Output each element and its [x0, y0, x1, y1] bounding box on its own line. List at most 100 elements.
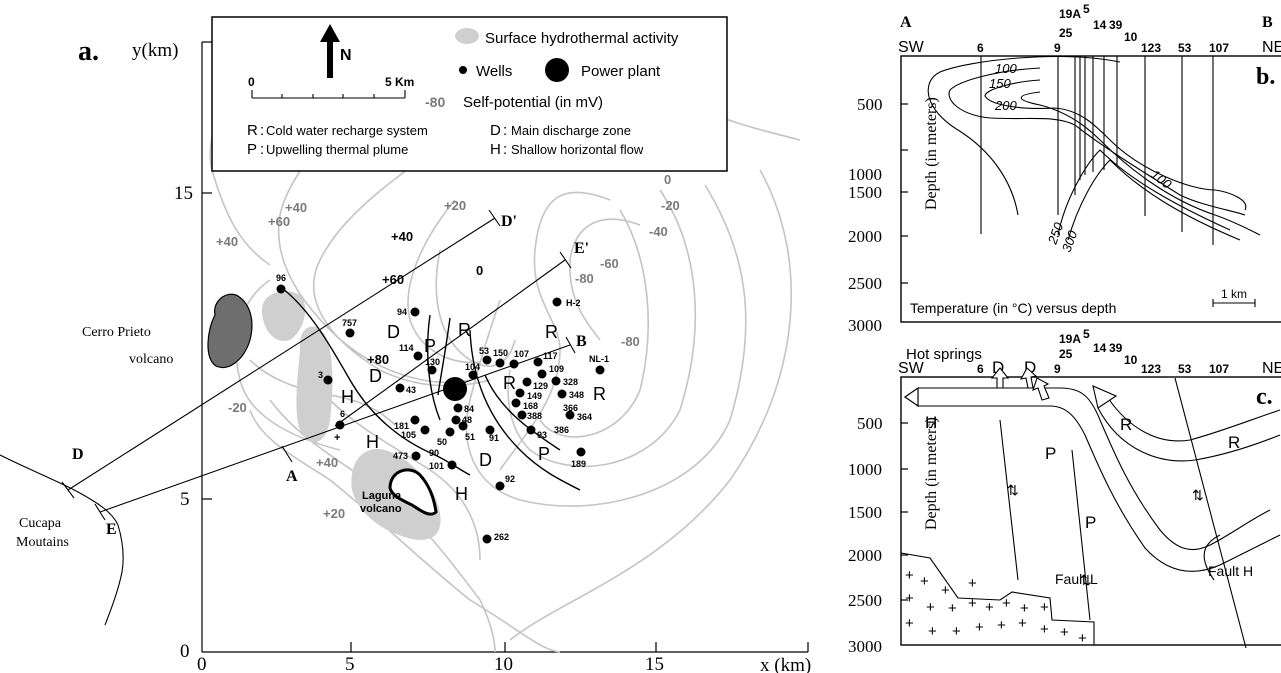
cerro-prieto-label: volcano: [129, 352, 173, 367]
plume-channel-upper: [918, 387, 1271, 550]
well-label: 48: [462, 415, 472, 425]
contour-label: -80: [575, 271, 594, 286]
contour-line: [569, 218, 641, 341]
svg-text:+: +: [952, 623, 961, 640]
well-top-label: 107: [1209, 362, 1229, 376]
svg-text:+: +: [1020, 600, 1029, 617]
x-tick-label-0: 0: [197, 654, 207, 673]
well-label: 43: [406, 385, 416, 395]
contour-label: +20: [323, 506, 345, 521]
y-tick-label: 2500: [848, 591, 882, 610]
contour-label: -40: [649, 224, 668, 239]
legend-hydro: Surface hydrothermal activity: [485, 30, 679, 47]
well-top-label: 9: [1054, 362, 1061, 376]
well-label: 84: [464, 404, 474, 414]
isotherm-label: 150: [989, 76, 1011, 91]
legend-d-key: D: [490, 122, 501, 139]
well-label: 94: [397, 307, 407, 317]
panel-c-y-axis-label: Depth (in meters): [923, 417, 940, 530]
y-tick-label: 2000: [848, 546, 882, 565]
well-dot: [595, 365, 605, 375]
well-dot: [413, 351, 423, 361]
well-top-label: 14: [1093, 18, 1107, 32]
flow-zone-label: H: [366, 432, 379, 452]
well-dot: [445, 427, 455, 437]
well-label: 101: [429, 461, 444, 471]
ne-label: NE: [1262, 360, 1281, 377]
well-label: 388: [527, 411, 542, 421]
contour-label: +40: [391, 229, 413, 244]
legend-p-key: P: [247, 141, 257, 158]
svg-text:+: +: [941, 582, 950, 599]
flow-boundary: [484, 374, 561, 451]
contour-label: 0: [664, 172, 671, 187]
y-tick-label: 2500: [848, 274, 882, 293]
fault-motion-icon: ⇅: [1007, 482, 1019, 498]
contour-line: [465, 184, 747, 507]
well-top-label: 10: [1124, 30, 1138, 44]
well-label: 181: [394, 421, 409, 431]
well-dot: [276, 284, 286, 294]
well-label: 150: [493, 348, 508, 358]
x-tick-label-5: 5: [345, 654, 355, 673]
well-label: 149: [527, 391, 542, 401]
svg-text:+: +: [928, 623, 937, 640]
well-label: 50: [437, 437, 447, 447]
panel-b-y-axis-label: Depth (in meters): [923, 97, 940, 210]
contour-label: -80: [621, 334, 640, 349]
flow-zone-label: R: [593, 384, 606, 404]
small-plus-marker: +: [334, 432, 340, 444]
svg-text:+: +: [905, 615, 914, 632]
panel-a: a. y(km) 15 5 0 0 5 10 15 x (km): [0, 16, 811, 673]
profile-e-b: [99, 344, 571, 513]
well-legend-icon: [459, 66, 467, 74]
well-dot: [565, 410, 575, 420]
fault-motion-icon: ⇅: [1080, 572, 1092, 588]
well-dot: [576, 447, 586, 457]
panel-c-label: c.: [1256, 384, 1273, 410]
contour-labels: +40 +60 +40 +20 +40 +60 +80 0 0 -20 -20 …: [216, 172, 680, 521]
isotherm-curve: [1057, 149, 1231, 236]
well-label: 366: [563, 403, 578, 413]
hydro-legend-swatch: [455, 28, 479, 44]
isotherm-curve: [1020, 91, 1261, 236]
well-top-label: 5: [1083, 327, 1090, 341]
svg-text:+: +: [948, 600, 957, 617]
fault-branch: [1203, 534, 1221, 581]
svg-text:+: +: [1040, 599, 1049, 616]
profile-end-tick: [565, 336, 576, 354]
well-top-label: 39: [1109, 18, 1123, 32]
well-label: 757: [342, 318, 357, 328]
legend-h-key: H: [490, 141, 501, 158]
discharge-arrow-icon: [1019, 367, 1038, 389]
flow-zone-label: R: [545, 322, 558, 342]
cucapa-mountains-outline: [0, 454, 124, 626]
well-top-label: 19A: [1059, 7, 1081, 21]
contour-label: +40: [316, 455, 338, 470]
contour-label: +80: [367, 352, 389, 367]
flow-zone-label: H: [341, 387, 354, 407]
recharge-channel-lower: [1097, 407, 1281, 462]
y-tick-label-0: 0: [180, 641, 190, 662]
well-label: 129: [533, 381, 548, 391]
legend-h-colon: :: [503, 141, 507, 158]
well-label: 105: [401, 430, 416, 440]
svg-text:+: +: [1060, 624, 1069, 641]
fault-line: [999, 419, 1019, 581]
svg-text:+: +: [975, 619, 984, 636]
well-label: 473: [393, 451, 408, 461]
contour-line: [507, 189, 697, 468]
isotherm-curve: [927, 56, 1121, 216]
contour-label: 0: [476, 263, 483, 278]
well-label: 96: [276, 273, 286, 283]
well-label: 6: [340, 409, 345, 419]
well-dot: [395, 383, 405, 393]
north-label: N: [340, 47, 352, 64]
well-label: 104: [465, 362, 480, 372]
hydrothermal-area: [296, 326, 333, 443]
cerro-prieto-volcano: [207, 293, 253, 369]
hydrothermal-area: [262, 291, 306, 341]
north-arrow-icon: [320, 24, 340, 42]
well-dot: [458, 421, 468, 431]
